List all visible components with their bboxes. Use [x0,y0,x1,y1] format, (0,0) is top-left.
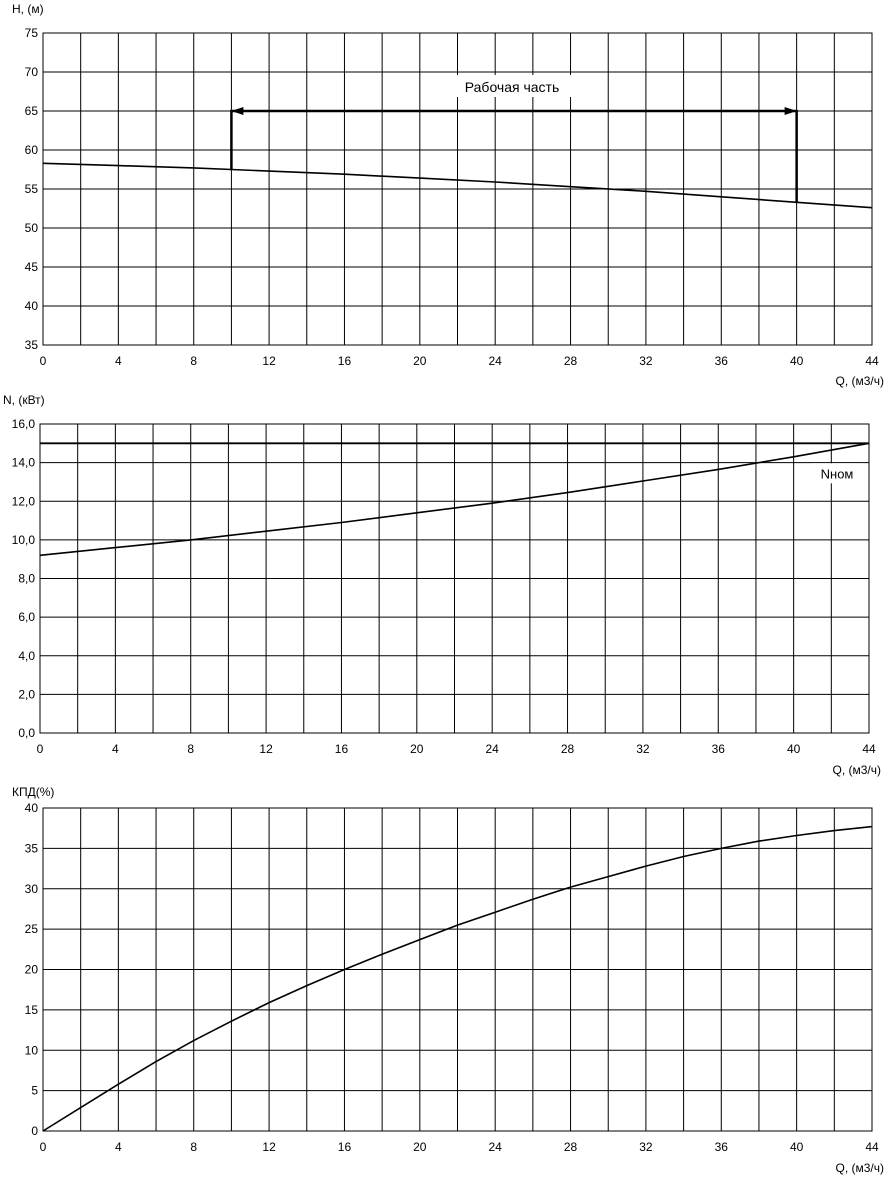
power-x-tick-label: 24 [486,742,500,756]
efficiency-x-tick-label: 32 [639,1140,653,1154]
head-y-tick-label: 35 [25,338,39,352]
head-y-tick-label: 40 [25,299,39,313]
efficiency-x-tick-label: 28 [564,1140,578,1154]
head-x-tick-label: 40 [790,354,804,368]
head-y-axis-label: H, (м) [12,2,44,16]
power-x-axis-label: Q, (м3/ч) [832,763,881,777]
head-y-tick-label: 50 [25,221,39,235]
power-x-tick-label: 36 [712,742,726,756]
efficiency-x-tick-label: 8 [190,1140,197,1154]
head-x-axis-label: Q, (м3/ч) [835,374,884,388]
power-x-tick-label: 12 [259,742,273,756]
efficiency-chart: 0 4 8 12 16 20 24 28 32 36 40 44 0 5 10 15 20 25 30 35 40 К… [12,785,884,1175]
head-y-tick-label: 75 [25,26,39,40]
working-range-label: Рабочая часть [465,79,560,95]
power-y-tick-label: 0,0 [18,726,35,740]
efficiency-x-tick-label: 20 [413,1140,427,1154]
efficiency-y-axis-label: КПД(%) [12,785,54,799]
working-range-arrow-left [231,107,244,115]
head-x-tick-label: 20 [413,354,427,368]
efficiency-y-tick-label: 30 [25,882,39,896]
efficiency-x-tick-label: 12 [262,1140,276,1154]
head-y-tick-label: 65 [25,104,39,118]
working-range-label-background [450,75,575,97]
head-x-tick-label: 4 [115,354,122,368]
power-y-tick-label: 14,0 [12,456,36,470]
efficiency-y-tick-label: 15 [25,1003,39,1017]
efficiency-grid-horizontal [43,847,872,1092]
efficiency-x-tick-label: 40 [790,1140,804,1154]
working-range-bracket: Рабочая часть [230,75,798,203]
power-y-tick-label: 12,0 [12,494,36,508]
efficiency-x-tick-label: 4 [115,1140,122,1154]
efficiency-y-tick-label: 0 [31,1124,38,1138]
power-x-tick-label: 16 [335,742,349,756]
head-y-tick-label: 70 [25,65,39,79]
head-y-tick-label: 45 [25,260,39,274]
power-x-tick-label: 28 [561,742,575,756]
power-y-tick-labels: 0,0 2,0 4,0 6,0 8,0 10,0 12,0 14,0 16,0 [12,417,36,740]
power-plot-frame [39,423,870,734]
power-x-tick-label: 40 [787,742,801,756]
power-x-tick-label: 44 [862,742,876,756]
power-x-tick-label: 4 [112,742,119,756]
power-y-tick-label: 16,0 [12,417,36,431]
power-x-tick-label: 0 [37,742,44,756]
power-curve [39,442,870,557]
efficiency-y-tick-labels: 0 5 10 15 20 25 30 35 40 [25,801,39,1138]
power-y-tick-label: 6,0 [18,610,35,624]
power-y-axis-label: N, (кВт) [3,393,45,407]
head-y-tick-label: 60 [25,143,39,157]
power-y-tick-label: 8,0 [18,572,35,586]
working-range-lines [230,109,798,203]
power-grid-horizontal [40,462,869,695]
efficiency-x-tick-label: 16 [338,1140,352,1154]
power-x-tick-label: 8 [187,742,194,756]
efficiency-x-axis-label: Q, (м3/ч) [835,1161,884,1175]
efficiency-x-tick-label: 0 [40,1140,47,1154]
efficiency-curve [42,825,873,1132]
head-x-tick-label: 8 [190,354,197,368]
power-x-tick-label: 32 [636,742,650,756]
head-x-tick-label: 28 [564,354,578,368]
head-x-tick-label: 0 [40,354,47,368]
head-x-tick-label: 32 [639,354,653,368]
efficiency-x-tick-label: 36 [715,1140,729,1154]
head-plot-frame [42,32,873,346]
efficiency-y-tick-label: 5 [31,1084,38,1098]
efficiency-y-tick-label: 25 [25,922,39,936]
working-range-arrow-right [784,107,797,115]
head-y-tick-label: 55 [25,182,39,196]
power-y-tick-label: 10,0 [12,533,36,547]
power-y-tick-label: 4,0 [18,649,35,663]
efficiency-plot-frame [42,807,873,1132]
efficiency-y-tick-label: 10 [25,1043,39,1057]
nominal-power-label-background [811,463,863,484]
head-x-tick-label: 16 [338,354,352,368]
efficiency-x-tick-label: 24 [489,1140,503,1154]
power-x-tick-label: 20 [410,742,424,756]
nominal-power-label: Nном [821,466,854,481]
efficiency-x-tick-labels: 0 4 8 12 16 20 24 28 32 36 40 44 [40,1140,879,1154]
head-x-tick-label: 44 [865,354,879,368]
power-chart: 0 4 8 12 16 20 24 28 32 36 40 44 0,0 2,0 4,0 6,0 8,0 10,… [3,393,881,777]
efficiency-x-tick-label: 44 [865,1140,879,1154]
efficiency-y-tick-label: 35 [25,841,39,855]
head-x-tick-label: 36 [715,354,729,368]
efficiency-y-tick-label: 20 [25,963,39,977]
efficiency-y-tick-label: 40 [25,801,39,815]
head-x-tick-label: 12 [262,354,276,368]
power-y-tick-label: 2,0 [18,687,35,701]
head-y-tick-labels: 35 40 45 50 55 60 65 70 75 [25,26,39,352]
power-x-tick-labels: 0 4 8 12 16 20 24 28 32 36 40 44 [37,742,876,756]
head-x-tick-label: 24 [489,354,503,368]
head-chart: 0 4 8 12 16 20 24 28 32 36 40 44 35 40 45 50 55 60 65 70 75… [12,2,884,388]
head-curve [42,162,873,209]
head-x-tick-labels: 0 4 8 12 16 20 24 28 32 36 40 44 [40,354,879,368]
